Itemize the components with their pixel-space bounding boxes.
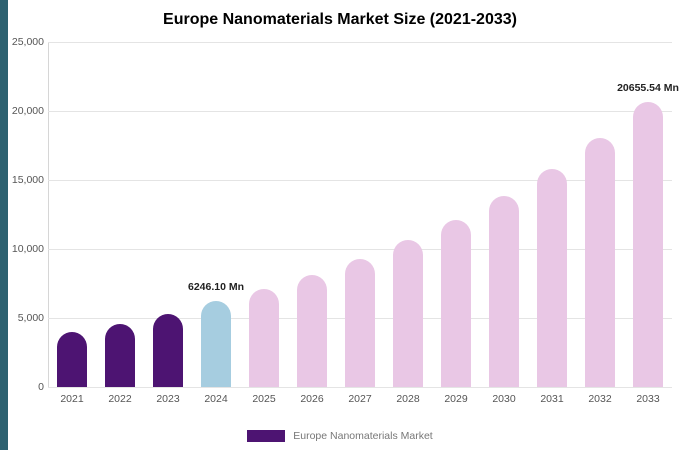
- bar-2028: [393, 240, 423, 387]
- x-tick-label: 2021: [60, 393, 84, 405]
- x-tick-label: 2028: [396, 393, 420, 405]
- x-tick-label: 2025: [252, 393, 276, 405]
- left-accent-stripe: [0, 0, 8, 450]
- x-tick-label: 2023: [156, 393, 180, 405]
- x-tick-label: 2030: [492, 393, 516, 405]
- gridline: [48, 180, 672, 181]
- y-tick-label: 0: [38, 381, 44, 393]
- y-tick-label: 10,000: [11, 243, 44, 255]
- y-axis-line: [48, 42, 49, 387]
- y-tick-label: 15,000: [11, 174, 44, 186]
- bar-2023: [153, 313, 183, 387]
- x-tick-label: 2027: [348, 393, 372, 405]
- bar-column: [528, 42, 576, 387]
- legend: Europe Nanomaterials Market: [0, 430, 680, 442]
- bar-column: [384, 42, 432, 387]
- bar-column: [48, 42, 96, 387]
- bar-column: [432, 42, 480, 387]
- bar-column: [288, 42, 336, 387]
- bar-2021: [57, 331, 87, 387]
- bar-column: [96, 42, 144, 387]
- chart-title: Europe Nanomaterials Market Size (2021-2…: [163, 11, 517, 28]
- bar-2022: [105, 323, 135, 387]
- x-tick-label: 2031: [540, 393, 564, 405]
- bar-value-label: 6246.10 Mn: [187, 280, 245, 293]
- gridline: [48, 111, 672, 112]
- legend-swatch: [247, 430, 286, 442]
- bar-2032: [585, 137, 615, 387]
- gridline: [48, 249, 672, 250]
- bar-2025: [249, 288, 279, 387]
- x-tick-label: 2024: [204, 393, 228, 405]
- bar-2033: [633, 101, 663, 387]
- legend-label: Europe Nanomaterials Market: [293, 430, 433, 442]
- x-tick-label: 2026: [300, 393, 324, 405]
- bar-2031: [537, 168, 567, 387]
- plot-area: 6246.10 Mn 20655.54 Mn: [48, 42, 679, 388]
- bar-2030: [489, 195, 519, 387]
- bar-value-label: 20655.54 Mn: [617, 81, 679, 94]
- bar-2027: [345, 258, 375, 387]
- bar-column: [144, 42, 192, 387]
- bar-column: [336, 42, 384, 387]
- gridline: [48, 42, 672, 43]
- bar-column: [480, 42, 528, 387]
- gridline: [48, 387, 672, 388]
- y-tick-label: 5,000: [17, 312, 44, 324]
- bar-column: [240, 42, 288, 387]
- bar-column: [576, 42, 624, 387]
- x-tick-label: 2033: [636, 393, 660, 405]
- bar-2024: [201, 300, 231, 387]
- bar-column: 6246.10 Mn: [188, 42, 244, 387]
- x-tick-label: 2022: [108, 393, 132, 405]
- x-tick-label: 2029: [444, 393, 468, 405]
- x-tick-label: 2032: [588, 393, 612, 405]
- y-tick-label: 20,000: [11, 105, 44, 117]
- y-tick-label: 25,000: [11, 36, 44, 48]
- bar-2029: [441, 219, 471, 387]
- bar-2026: [297, 274, 327, 387]
- bar-column: 20655.54 Mn: [617, 42, 679, 387]
